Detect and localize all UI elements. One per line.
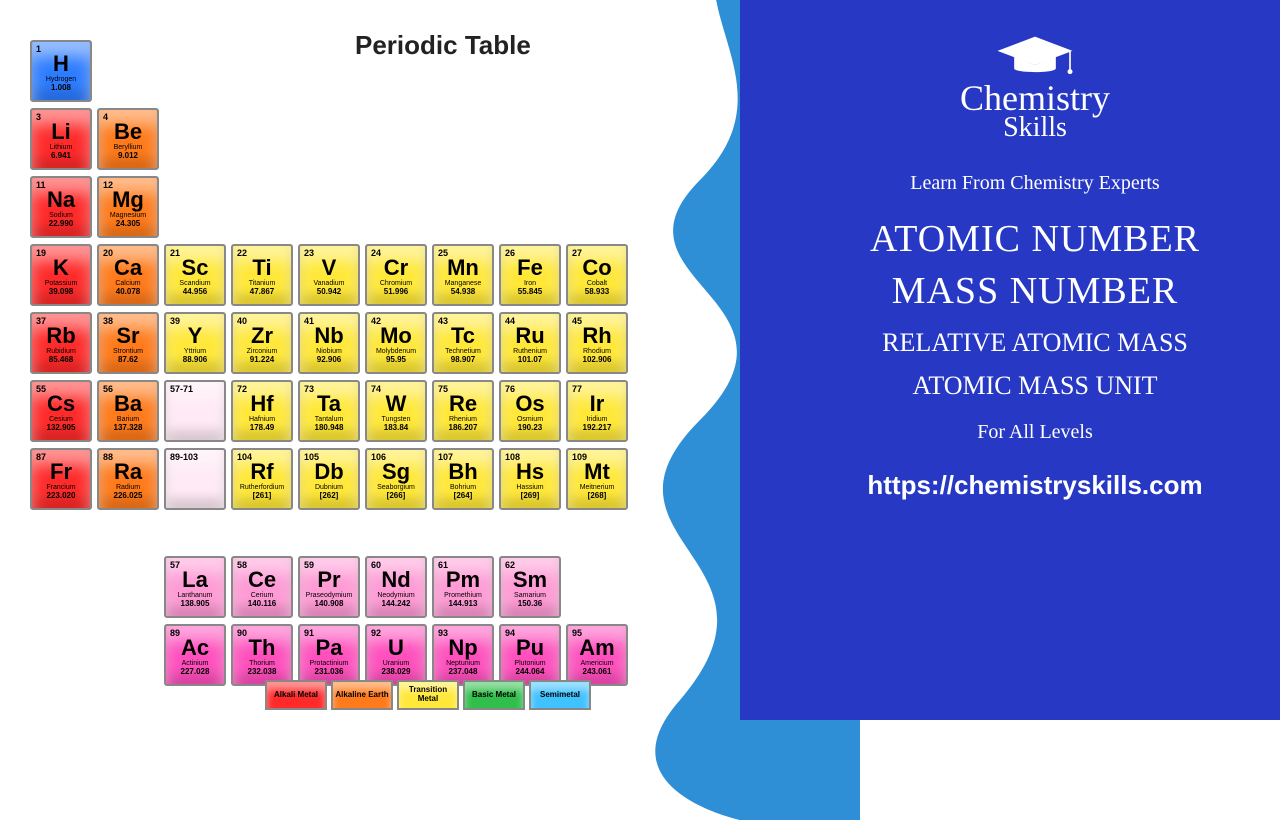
element-cell: 77IrIridium192.217 [566, 380, 628, 442]
element-cell: 106SgSeaborgium[266] [365, 448, 427, 510]
heading-atomic-number: ATOMIC NUMBER [870, 217, 1200, 261]
element-cell: 37RbRubidium85.468 [30, 312, 92, 374]
element-cell: 88RaRadium226.025 [97, 448, 159, 510]
element-cell: 11NaSodium22.990 [30, 176, 92, 238]
element-cell: 72HfHafnium178.49 [231, 380, 293, 442]
element-cell: 73TaTantalum180.948 [298, 380, 360, 442]
element-cell: 57-71 [164, 380, 226, 442]
element-cell: 94PuPlutonium244.064 [499, 624, 561, 686]
periodic-title: Periodic Table [355, 30, 531, 61]
element-cell: 108HsHassium[269] [499, 448, 561, 510]
element-cell: 22TiTitanium47.867 [231, 244, 293, 306]
element-cell: 21ScScandium44.956 [164, 244, 226, 306]
element-cell: 105DbDubnium[262] [298, 448, 360, 510]
element-cell: 38SrStrontium87.62 [97, 312, 159, 374]
legend-item: Transition Metal [397, 680, 459, 710]
logo-text-2: Skills [1003, 112, 1067, 144]
element-cell: 93NpNeptunium237.048 [432, 624, 494, 686]
element-cell: 12MgMagnesium24.305 [97, 176, 159, 238]
element-cell: 91PaProtactinium231.036 [298, 624, 360, 686]
element-cell: 109MtMeitnerium[268] [566, 448, 628, 510]
element-cell: 57LaLanthanum138.905 [164, 556, 226, 618]
element-cell: 43TcTechnetium98.907 [432, 312, 494, 374]
element-cell: 107BhBohrium[264] [432, 448, 494, 510]
element-cell: 3LiLithium6.941 [30, 108, 92, 170]
element-cell: 20CaCalcium40.078 [97, 244, 159, 306]
element-cell: 92UUranium238.029 [365, 624, 427, 686]
element-cell: 24CrChromium51.996 [365, 244, 427, 306]
element-cell: 89AcActinium227.028 [164, 624, 226, 686]
element-cell: 56BaBarium137.328 [97, 380, 159, 442]
element-cell: 104RfRutherfordium[261] [231, 448, 293, 510]
logo: Chemistry Skills [960, 30, 1110, 144]
heading-relative-atomic-mass: RELATIVE ATOMIC MASS [882, 327, 1188, 358]
element-cell: 40ZrZirconium91.224 [231, 312, 293, 374]
element-cell: 39YYttrium88.906 [164, 312, 226, 374]
heading-atomic-mass-unit: ATOMIC MASS UNIT [912, 370, 1157, 401]
element-cell: 58CeCerium140.116 [231, 556, 293, 618]
element-cell: 87FrFrancium223.020 [30, 448, 92, 510]
legend-item: Alkaline Earth [331, 680, 393, 710]
element-cell: 23VVanadium50.942 [298, 244, 360, 306]
graduation-cap-icon [990, 30, 1080, 80]
heading-mass-number: MASS NUMBER [892, 269, 1179, 313]
legend-item: Basic Metal [463, 680, 525, 710]
element-cell: 42MoMolybdenum95.95 [365, 312, 427, 374]
element-cell: 61PmPromethium144.913 [432, 556, 494, 618]
for-all-levels: For All Levels [977, 421, 1093, 444]
legend-item: Semimetal [529, 680, 591, 710]
element-cell: 1HHydrogen1.008 [30, 40, 92, 102]
periodic-table-area: Periodic Table 1HHydrogen1.0083LiLithium… [0, 0, 780, 720]
element-cell: 45RhRhodium102.906 [566, 312, 628, 374]
element-cell: 75ReRhenium186.207 [432, 380, 494, 442]
element-cell: 27CoCobalt58.933 [566, 244, 628, 306]
site-url: https://chemistryskills.com [867, 470, 1202, 501]
element-cell: 89-103 [164, 448, 226, 510]
element-cell: 55CsCesium132.905 [30, 380, 92, 442]
element-cell: 60NdNeodymium144.242 [365, 556, 427, 618]
element-cell: 4BeBeryllium9.012 [97, 108, 159, 170]
element-cell: 90ThThorium232.038 [231, 624, 293, 686]
element-cell: 41NbNiobium92.906 [298, 312, 360, 374]
element-cell: 95AmAmericium243.061 [566, 624, 628, 686]
element-cell: 74WTungsten183.84 [365, 380, 427, 442]
element-cell: 44RuRuthenium101.07 [499, 312, 561, 374]
element-cell: 76OsOsmium190.23 [499, 380, 561, 442]
element-cell: 25MnManganese54.938 [432, 244, 494, 306]
legend-row: Alkali MetalAlkaline EarthTransition Met… [265, 680, 591, 710]
legend-item: Alkali Metal [265, 680, 327, 710]
element-cell: 26FeIron55.845 [499, 244, 561, 306]
element-cell: 19KPotassium39.098 [30, 244, 92, 306]
right-info-panel: Chemistry Skills Learn From Chemistry Ex… [740, 0, 1280, 720]
element-cell: 59PrPraseodymium140.908 [298, 556, 360, 618]
logo-text-1: Chemistry [960, 80, 1110, 116]
element-cell: 62SmSamarium150.36 [499, 556, 561, 618]
tagline: Learn From Chemistry Experts [910, 172, 1159, 195]
